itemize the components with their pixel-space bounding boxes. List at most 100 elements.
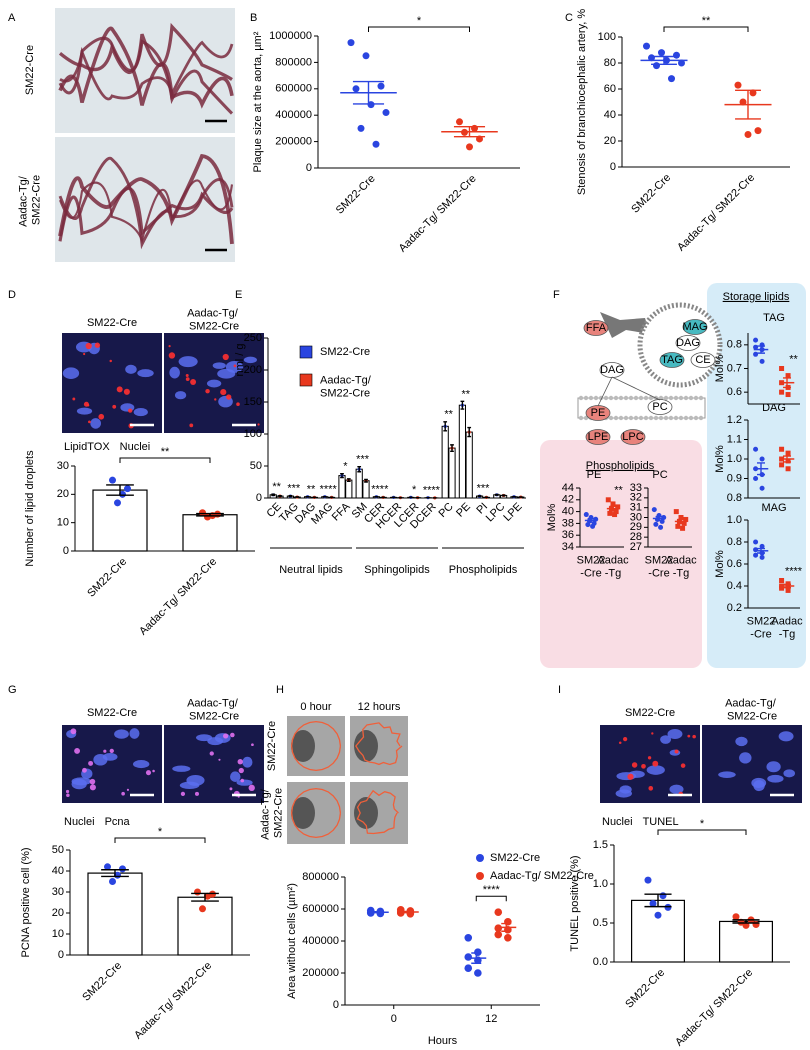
legend-label: SM22-Cre <box>490 852 540 864</box>
column-label: Aadac-Tg/ SM22-Cre <box>187 308 241 333</box>
data-point <box>659 892 667 900</box>
box-title: Storage lipids <box>723 291 790 303</box>
head <box>643 395 649 401</box>
stain-dot <box>85 342 92 350</box>
stain-dot <box>145 770 152 776</box>
y-tick-label: 30 <box>52 886 64 898</box>
y-tick-label: 0.8 <box>727 339 742 351</box>
y-tick-label: 100 <box>598 31 616 43</box>
bar <box>177 896 233 956</box>
nucleus <box>132 760 150 769</box>
data-point <box>753 476 759 481</box>
significance-bracket <box>119 457 211 463</box>
y-tick-label: 0.4 <box>727 580 742 592</box>
error-bar <box>467 426 472 438</box>
y-tick-label: 0.9 <box>727 472 742 484</box>
error-bar <box>271 493 276 497</box>
nucleus <box>217 368 236 379</box>
lipid-label: PC <box>652 401 667 413</box>
head <box>693 415 699 421</box>
stain-dot <box>98 413 105 420</box>
data-point <box>653 62 660 70</box>
text-line: -Tg <box>779 628 796 640</box>
data-point <box>124 485 131 493</box>
head <box>653 415 659 421</box>
legend-swatch <box>299 345 313 359</box>
data-point <box>683 516 689 522</box>
data-point <box>474 969 482 977</box>
y-tick-label: 0.2 <box>727 602 742 614</box>
data-point <box>779 446 785 452</box>
panel-label: B <box>250 12 257 24</box>
y-tick-label: 34 <box>562 541 574 553</box>
stain-dot <box>237 759 243 765</box>
data-point <box>474 948 482 956</box>
panel-label: A <box>8 12 16 24</box>
y-tick-label: 1.1 <box>727 433 742 445</box>
text-line: SM22 <box>577 555 606 567</box>
data-point <box>785 450 791 456</box>
head <box>673 395 679 401</box>
data-point <box>199 509 206 517</box>
lipid-node <box>675 335 701 351</box>
head <box>638 415 644 421</box>
y-tick-label: 400000 <box>302 935 339 947</box>
significance: **** <box>423 485 441 497</box>
stain-dot <box>185 377 190 382</box>
stain-dot <box>103 749 107 753</box>
error-bar <box>364 478 368 483</box>
stain-dot <box>647 756 652 760</box>
stain-dot <box>251 743 254 747</box>
stain-dot <box>226 394 232 400</box>
head <box>688 415 694 421</box>
panel-label: I <box>558 684 561 696</box>
data-point <box>785 373 791 379</box>
stain-dot <box>205 388 210 394</box>
data-point <box>612 512 618 518</box>
y-tick-label: 38 <box>562 517 574 529</box>
data-point <box>504 918 512 926</box>
wound-outline <box>355 722 403 766</box>
head <box>583 415 589 421</box>
error-bar <box>453 125 486 138</box>
connector <box>597 376 661 407</box>
tissue <box>59 40 234 101</box>
y-tick-label: 0.7 <box>727 362 742 374</box>
significance-bracket <box>368 26 470 32</box>
head <box>603 395 609 401</box>
significance: ** <box>702 15 711 27</box>
data-point <box>678 59 685 67</box>
group-label: Sphingolipids <box>364 564 430 576</box>
stain-dot <box>83 352 86 356</box>
y-tick-label: 29 <box>630 521 642 533</box>
head <box>608 395 614 401</box>
bar <box>362 480 370 499</box>
stain-dot <box>230 732 235 738</box>
stain-label: LipidTOX <box>64 441 110 453</box>
group-label: Phospholipids <box>449 564 518 576</box>
head <box>633 415 639 421</box>
error-bar <box>587 517 595 523</box>
data-point <box>494 930 503 939</box>
nucleus <box>766 761 781 773</box>
lipid-node <box>690 352 716 368</box>
nucleus <box>646 765 665 775</box>
error-bar <box>450 444 454 452</box>
data-point <box>753 552 759 558</box>
data-point <box>759 554 765 560</box>
lipid-label: DAG <box>600 364 624 376</box>
text-line: -Tg <box>673 567 690 579</box>
head <box>648 415 654 421</box>
stain-dot <box>152 769 155 773</box>
error-bar <box>651 55 677 65</box>
error-bar <box>644 893 672 908</box>
nucleus <box>615 789 633 798</box>
significance: ** <box>614 485 623 497</box>
legend-marker <box>476 872 484 880</box>
micrograph <box>55 8 235 133</box>
text-line: SM22-Cre <box>189 710 239 722</box>
shadow <box>291 730 315 762</box>
text-line: -Cre <box>580 567 601 579</box>
stain-dot <box>648 786 654 791</box>
y-axis-label: PCNA positive cell (%) <box>20 847 32 957</box>
